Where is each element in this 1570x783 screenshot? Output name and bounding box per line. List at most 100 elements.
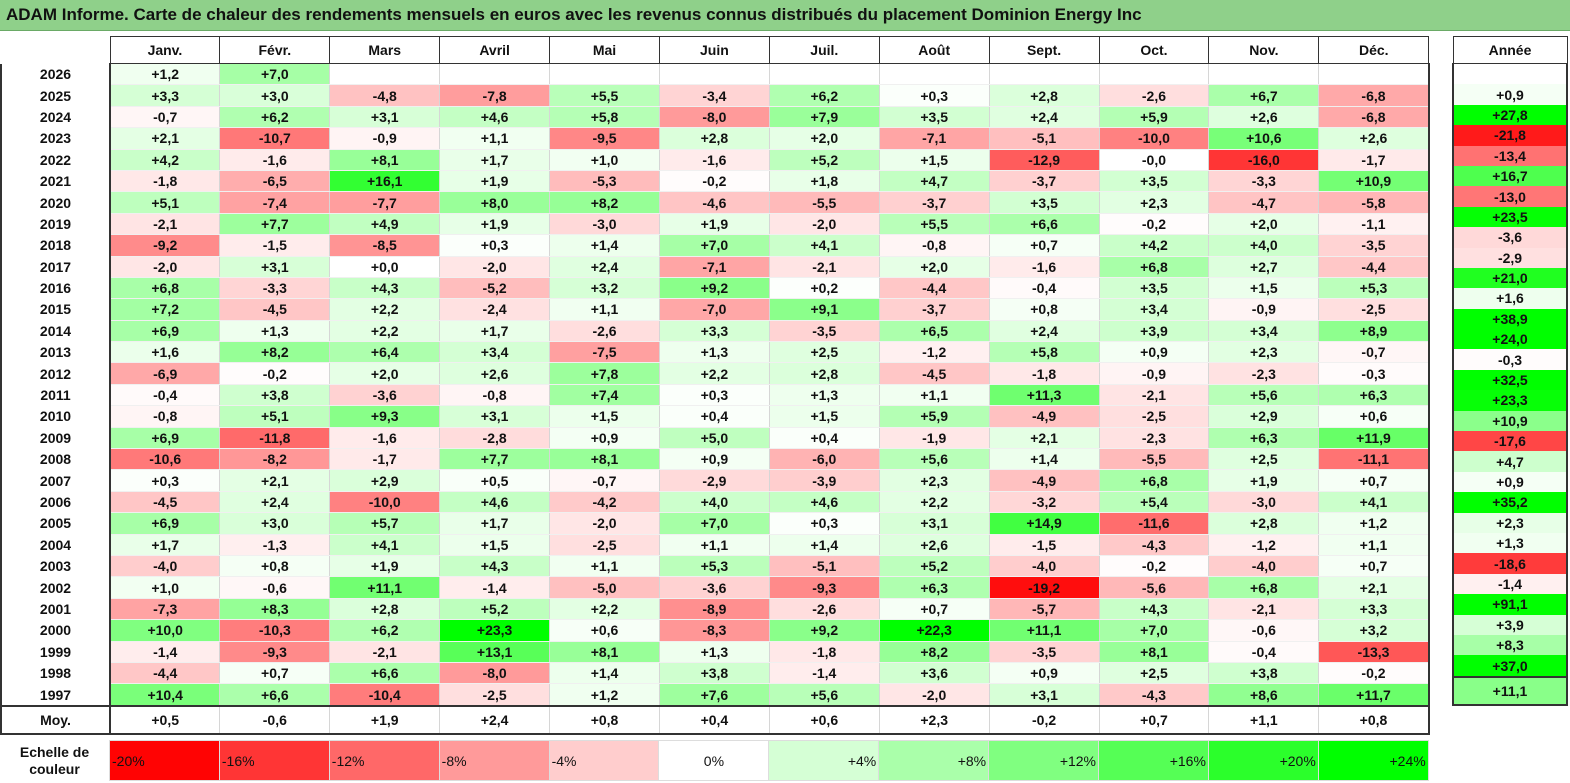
heatmap-cell: +6,6 [329, 662, 441, 685]
heatmap-cell: +11,7 [1318, 683, 1430, 707]
year-label: 2008 [0, 448, 111, 471]
annual-cell: +37,0 [1452, 655, 1568, 677]
heatmap-cell: +3,2 [1318, 619, 1430, 642]
heatmap-cell: -0,8 [878, 234, 990, 257]
heatmap-cell: +8,1 [549, 448, 660, 471]
year-label: 2002 [0, 576, 111, 599]
heatmap-cell: +1,5 [768, 405, 880, 428]
heatmap-cell: +2,8 [1208, 512, 1320, 535]
heatmap-cell: +2,6 [878, 534, 990, 556]
heatmap-cell: +1,9 [439, 213, 551, 236]
heatmap-cell: +8,1 [329, 149, 441, 171]
year-label: 2020 [0, 191, 111, 214]
heatmap-row: 2010 -0,8 +5,1 +9,3 +3,1 +1,5 +0,4 +1,5 +5,9 -4,9… [0, 405, 1430, 428]
heatmap-cell: +4,6 [439, 106, 551, 129]
heatmap-cell: +2,5 [1098, 662, 1210, 685]
heatmap-cell: +8,2 [878, 641, 990, 663]
heatmap-cell: +2,9 [1208, 405, 1320, 428]
heatmap-cell: +2,3 [1098, 191, 1210, 214]
annual-cell: +2,3 [1452, 512, 1568, 533]
heatmap-cell: -9,3 [219, 641, 331, 663]
heatmap-cell: +3,4 [439, 341, 551, 364]
year-label: 2004 [0, 534, 111, 556]
heatmap-cell: -4,3 [1098, 683, 1210, 707]
heatmap-cell: +1,5 [439, 534, 551, 556]
heatmap-cell: -1,3 [219, 534, 331, 556]
heatmap-cell: +9,2 [768, 619, 880, 642]
heatmap-cell: -2,5 [549, 534, 660, 556]
heatmap-cell: +1,1 [439, 127, 551, 150]
heatmap-cell: -6,9 [109, 362, 221, 385]
year-label: 2019 [0, 213, 111, 236]
year-label: 1999 [0, 641, 111, 663]
average-cell: +0,8 [1318, 704, 1430, 735]
annual-cell: +1,6 [1452, 288, 1568, 309]
heatmap-cell: +0,7 [1318, 469, 1430, 492]
month-header: Mars [329, 36, 441, 64]
heatmap-cell: +3,8 [658, 662, 770, 685]
heatmap-cell: -3,4 [658, 84, 770, 107]
heatmap-cell: +1,1 [549, 298, 660, 321]
heatmap-cell: -5,0 [549, 576, 660, 599]
heatmap-cell: +2,6 [1318, 127, 1430, 150]
heatmap-cell: -10,6 [109, 448, 221, 471]
heatmap-cell: +1,1 [658, 534, 770, 556]
heatmap-cell: -2,5 [1318, 298, 1430, 321]
heatmap-cell: -5,6 [1098, 576, 1210, 599]
heatmap-cell: +0,3 [878, 84, 990, 107]
heatmap-cell: -4,5 [878, 362, 990, 385]
heatmap-cell: -1,2 [878, 341, 990, 364]
scale-label: Echelle de couleur [0, 740, 110, 781]
heatmap-cell: +6,2 [219, 106, 331, 129]
month-header: Déc. [1318, 36, 1430, 64]
heatmap-cell: -2,9 [658, 469, 770, 492]
heatmap-cell: -0,7 [109, 106, 221, 129]
heatmap-cell: +0,3 [439, 234, 551, 257]
heatmap-cell: -7,8 [439, 84, 551, 107]
heatmap-cell: -2,1 [1208, 598, 1320, 621]
heatmap-cell: +9,3 [329, 405, 441, 428]
heatmap-cell: +1,4 [549, 662, 660, 685]
heatmap-cell: +2,0 [878, 256, 990, 278]
average-cell: +0,4 [658, 704, 770, 735]
heatmap-cell: +1,9 [1208, 469, 1320, 492]
heatmap-cell: +2,8 [658, 127, 770, 150]
annual-cell [1452, 63, 1568, 85]
month-header: Janv. [109, 36, 221, 64]
heatmap-cell: +2,0 [329, 362, 441, 385]
month-header: Avril [439, 36, 551, 64]
heatmap-cell: -19,2 [988, 576, 1100, 599]
heatmap-row: 2018 -9,2 -1,5 -8,5 +0,3 +1,4 +7,0 +4,1 -0,8 +0,7… [0, 234, 1430, 257]
heatmap-cell: -7,1 [658, 256, 770, 278]
monthly-heatmap: Janv. Févr. Mars Avril Mai Juin Juil. Août Sept.… [0, 36, 1430, 735]
month-header: Juin [658, 36, 770, 64]
heatmap-cell: +2,6 [439, 362, 551, 385]
heatmap-cell: -3,3 [1208, 170, 1320, 193]
scale-swatch: -12% [328, 740, 440, 781]
heatmap-cell: +8,3 [219, 598, 331, 621]
heatmap-cell: +4,0 [658, 491, 770, 514]
heatmap-cell: +2,8 [329, 598, 441, 621]
heatmap-cell: +2,1 [988, 427, 1100, 450]
heatmap-cell: +3,1 [219, 256, 331, 278]
year-label: 2000 [0, 619, 111, 642]
heatmap-cell: +3,5 [878, 106, 990, 129]
annual-cell: +38,9 [1452, 308, 1568, 330]
heatmap-cell: +6,3 [1208, 427, 1320, 450]
heatmap-cell: +7,7 [439, 448, 551, 471]
heatmap-cell: +8,0 [439, 191, 551, 214]
heatmap-cell: +23,3 [439, 619, 551, 642]
heatmap-cell: -2,0 [768, 213, 880, 236]
annual-cell: +4,7 [1452, 451, 1568, 472]
heatmap-cell: +1,9 [329, 555, 441, 578]
heatmap-cell: -4,7 [1208, 191, 1320, 214]
heatmap-cell: +5,9 [1098, 106, 1210, 129]
month-header: Nov. [1208, 36, 1320, 64]
heatmap-cell: +0,8 [219, 555, 331, 578]
annual-cell: -0,3 [1452, 349, 1568, 370]
heatmap-cell: +2,4 [219, 491, 331, 514]
month-header: Sept. [988, 36, 1100, 64]
heatmap-cell: +0,0 [329, 256, 441, 278]
heatmap-cell: -1,5 [219, 234, 331, 257]
heatmap-cell: +1,1 [549, 555, 660, 578]
